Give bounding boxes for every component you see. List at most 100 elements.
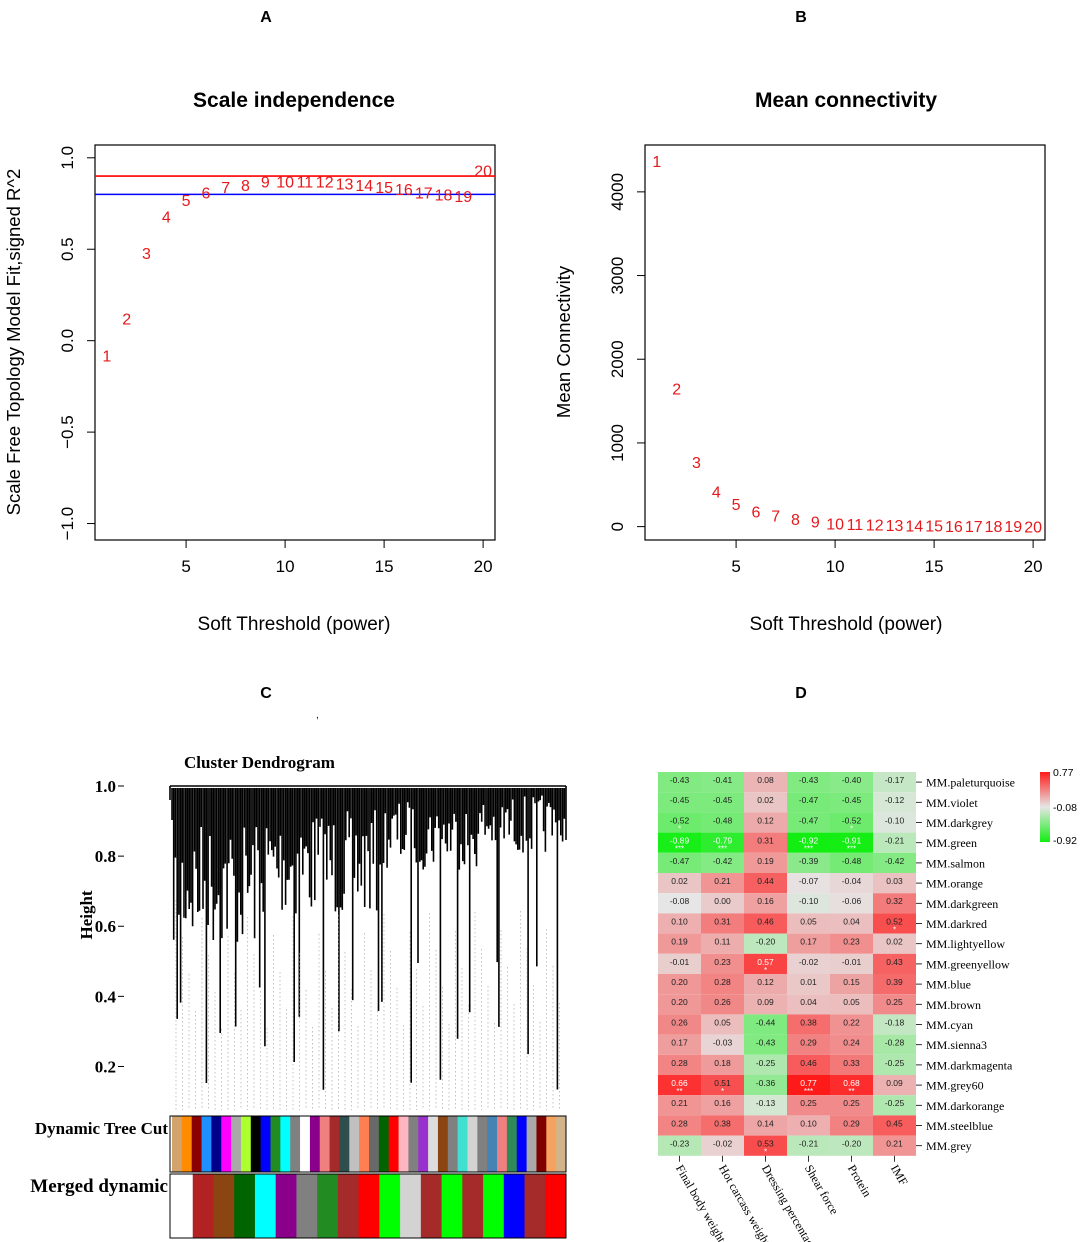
data-point-label: 15 [375,180,393,197]
cell-value-label: -0.20 [756,937,776,947]
column-label: IMF [888,1162,911,1188]
row-label: MM.darkgreen [926,897,998,911]
heatmap-cell [701,893,744,914]
cell-value-label: 0.00 [714,896,731,906]
heatmap-cell [701,1014,744,1035]
heatmap-cell [787,1075,830,1096]
cell-value-label: -0.47 [799,815,819,825]
cell-value-label: -0.91 [842,836,862,846]
merged-dynamic-segment [254,1174,277,1238]
y-tick-label: 1.0 [95,777,116,796]
heatmap-cell [744,953,787,974]
cell-value-label: -0.45 [842,795,862,805]
cell-value-label: 0.51 [714,1078,731,1088]
merged-dynamic-segment [275,1174,297,1238]
cell-significance-label: *** [804,845,813,854]
heatmap-cell [701,772,744,793]
y-axis-label: Scale Free Topology Model Fit,signed R^2 [3,169,24,516]
cell-value-label: 0.52 [886,916,903,926]
x-tick-label: 10 [826,557,845,576]
heatmap-cell [873,832,916,853]
cell-value-label: 0.16 [714,1098,731,1108]
cell-value-label: -0.92 [799,836,819,846]
y-tick-label: 3000 [608,257,627,295]
cell-value-label: -0.40 [842,775,862,785]
data-point-label: 9 [811,515,820,532]
row-label: MM.darkmagenta [926,1058,1013,1072]
data-point-label: 9 [261,175,270,192]
heatmap-cell [658,994,701,1015]
cell-value-label: -0.12 [885,795,905,805]
merged-dynamic-segment [483,1174,505,1238]
plot-frame [94,144,496,541]
cell-value-label: -0.17 [885,775,905,785]
data-point-label: 10 [826,516,844,533]
heatmap-cell [873,772,916,793]
row-label: MM.sienna3 [926,1038,987,1052]
cell-significance-label: * [850,824,853,833]
dynamic-tree-cut-segment [319,1116,331,1172]
dynamic-tree-cut-segment [497,1116,508,1172]
row-label: MM.brown [926,998,981,1012]
heatmap-cell [873,933,916,954]
dynamic-tree-cut-segment [408,1116,419,1172]
dynamic-tree-cut-segment [359,1116,370,1172]
color-legend-bar [1040,772,1050,842]
cell-value-label: -0.79 [713,836,733,846]
merged-dynamic-segment [462,1174,484,1238]
stray-mark: , [316,710,319,721]
heatmap-cell [830,974,873,995]
cell-value-label: -0.43 [756,1038,776,1048]
heatmap-cell [701,933,744,954]
merged-dynamic-segment [337,1174,360,1238]
heatmap-cell [787,772,830,793]
heatmap-cell [787,893,830,914]
heatmap-cell [701,953,744,974]
cell-value-label: -0.04 [842,876,862,886]
row-label: MM.grey60 [926,1079,984,1093]
cell-value-label: 0.21 [886,1139,903,1149]
dynamic-tree-cut-segment [526,1116,537,1172]
dynamic-tree-cut-segment [231,1116,242,1172]
cell-significance-label: * [678,824,681,833]
y-tick-label: 2000 [608,340,627,378]
cell-value-label: -0.36 [756,1078,776,1088]
data-point-label: 14 [905,518,923,535]
heatmap-cell [873,1135,916,1156]
panel-label-c: C [260,685,272,702]
y-tick-label: 0.0 [58,329,77,353]
cell-value-label: 0.38 [714,1118,731,1128]
chart-title: Scale independence [193,89,395,112]
heatmap-cell [701,1075,744,1096]
dynamic-tree-cut-segment [201,1116,212,1172]
x-tick-label: 15 [925,557,944,576]
cell-significance-label: *** [675,845,684,854]
legend-mid-label: -0.08 [1053,802,1077,814]
heatmap-cell [701,1054,744,1075]
x-tick-label: 10 [276,557,295,576]
heatmap-cell [873,893,916,914]
row-label: MM.orange [926,877,983,891]
heatmap-cell [787,913,830,934]
dynamic-tree-cut-segment [260,1116,271,1172]
heatmap-cell [830,832,873,853]
heatmap-cell [658,953,701,974]
dynamic-tree-cut-segment [447,1116,459,1172]
cell-value-label: 0.05 [714,1017,731,1027]
heatmap-cell [787,1135,830,1156]
row-label: MM.violet [926,796,978,810]
dynamic-tree-cut-segment [181,1116,193,1172]
heatmap-cell [830,953,873,974]
color-row-frame [169,1115,567,1173]
x-tick-label: 5 [731,557,740,576]
cell-value-label: -0.52 [842,815,862,825]
chart-title: Mean connectivity [755,89,937,112]
merged-dynamic-segment [503,1174,526,1238]
heatmap-cell [787,852,830,873]
heatmap-cell [787,792,830,813]
cell-value-label: 0.77 [800,1078,817,1088]
cell-value-label: -0.01 [842,957,862,967]
y-tick-label: 0.6 [95,917,116,936]
